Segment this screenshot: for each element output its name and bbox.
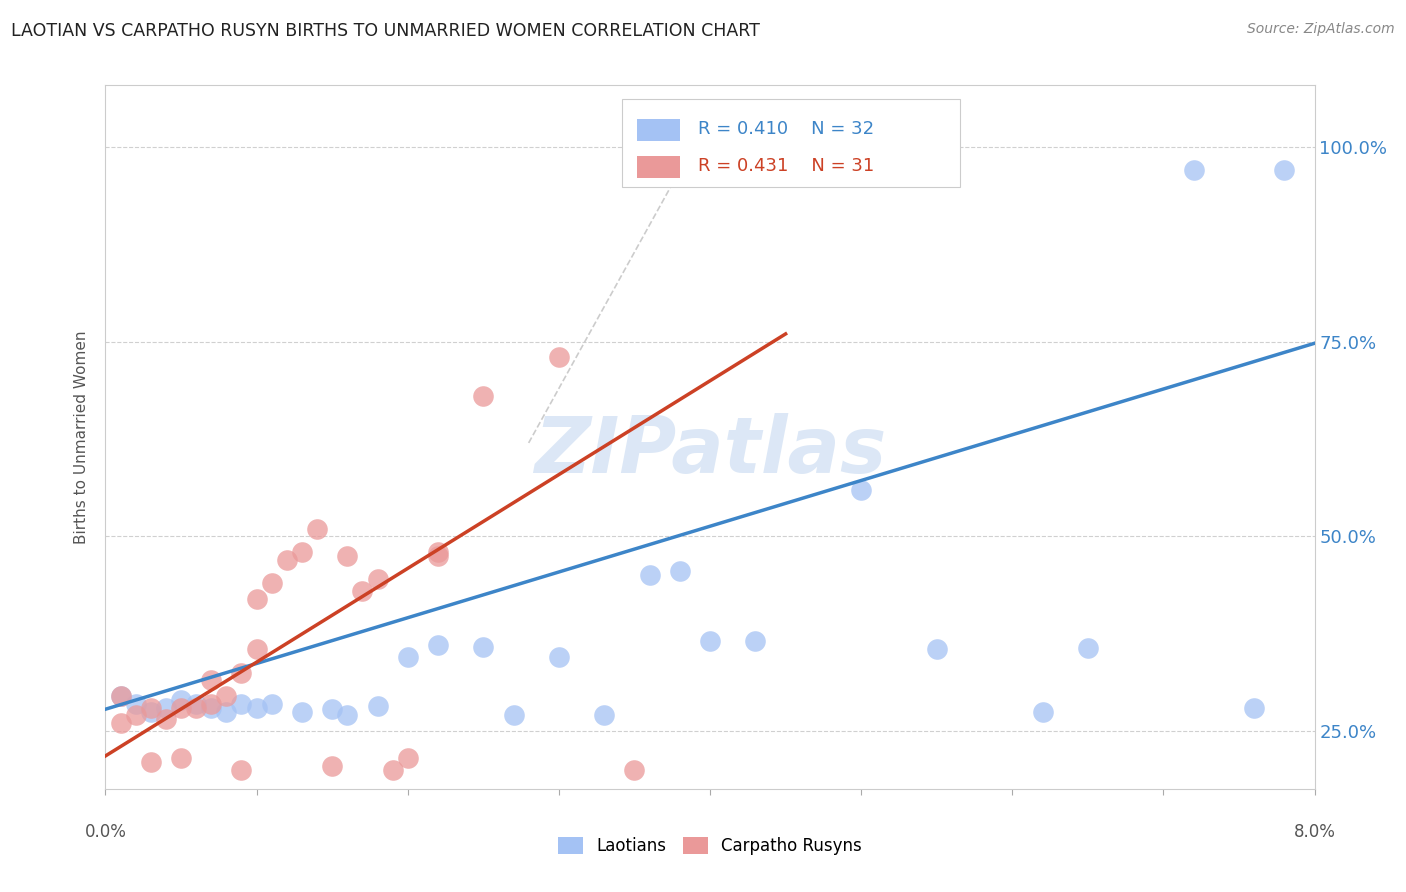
Point [110, 689, 132, 703]
Point [170, 751, 193, 765]
Point [396, 650, 419, 665]
Point [246, 700, 269, 714]
FancyBboxPatch shape [621, 99, 960, 187]
Point [110, 716, 132, 731]
Point [472, 640, 495, 654]
Point [231, 763, 253, 777]
Point [321, 759, 343, 773]
Bar [637, 156, 681, 178]
Point [336, 708, 359, 723]
Point [744, 634, 766, 648]
Point [366, 699, 388, 714]
Point [381, 763, 404, 777]
Point [593, 708, 616, 723]
Point [291, 545, 314, 559]
Point [260, 576, 283, 591]
Point [548, 650, 571, 665]
Point [200, 700, 222, 714]
Point [200, 673, 222, 688]
Point [231, 697, 253, 711]
Point [1077, 640, 1099, 655]
Text: R = 0.410    N = 32: R = 0.410 N = 32 [697, 120, 875, 138]
Point [170, 693, 193, 707]
Point [246, 642, 269, 657]
Bar [637, 120, 681, 142]
Point [1274, 163, 1296, 178]
Point [139, 700, 162, 714]
Point [925, 642, 948, 657]
Point [155, 700, 177, 714]
Point [170, 700, 193, 714]
Point [291, 705, 314, 719]
Point [155, 712, 177, 726]
Point [472, 389, 495, 403]
Point [623, 763, 645, 777]
Point [1182, 163, 1205, 178]
Point [200, 697, 222, 711]
Point [124, 708, 148, 723]
Point [186, 700, 208, 714]
Text: 0.0%: 0.0% [84, 822, 127, 840]
Point [1032, 705, 1054, 719]
Point [276, 552, 298, 566]
Text: LAOTIAN VS CARPATHO RUSYN BIRTHS TO UNMARRIED WOMEN CORRELATION CHART: LAOTIAN VS CARPATHO RUSYN BIRTHS TO UNMA… [11, 22, 761, 40]
Point [699, 634, 721, 648]
Point [1243, 700, 1265, 714]
Point [502, 708, 524, 723]
Point [246, 591, 269, 606]
Point [260, 697, 283, 711]
Point [427, 549, 450, 563]
Point [139, 705, 162, 719]
Text: ZIPatlas: ZIPatlas [534, 413, 886, 489]
Legend: Laotians, Carpatho Rusyns: Laotians, Carpatho Rusyns [551, 830, 869, 863]
Point [352, 583, 374, 598]
Text: R = 0.431    N = 31: R = 0.431 N = 31 [697, 157, 875, 175]
Point [215, 689, 238, 703]
Point [186, 697, 208, 711]
Point [638, 568, 661, 582]
Point [427, 639, 450, 653]
Point [139, 755, 162, 769]
Point [307, 522, 329, 536]
Point [366, 572, 388, 586]
Point [669, 565, 692, 579]
Point [427, 545, 450, 559]
Point [124, 697, 148, 711]
Text: Source: ZipAtlas.com: Source: ZipAtlas.com [1247, 22, 1395, 37]
Point [548, 351, 571, 365]
Point [110, 689, 132, 703]
Point [321, 702, 343, 716]
Text: 8.0%: 8.0% [1294, 822, 1336, 840]
Y-axis label: Births to Unmarried Women: Births to Unmarried Women [75, 330, 90, 544]
Point [336, 549, 359, 563]
Point [231, 665, 253, 680]
Point [396, 751, 419, 765]
Point [215, 705, 238, 719]
Point [851, 483, 873, 497]
